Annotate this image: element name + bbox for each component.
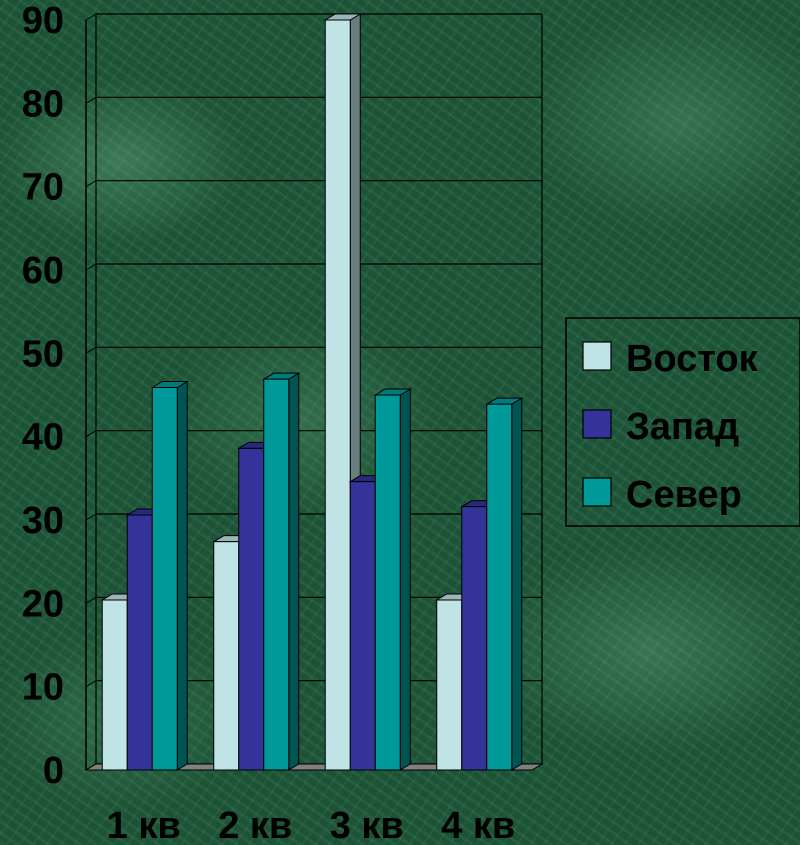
y-tick-label: 20 [22,583,64,625]
gridline-side [85,180,97,188]
y-tick-label: 30 [22,500,64,542]
legend-swatch [582,477,612,507]
bar-front [238,447,265,771]
x-tick-label: 2 кв [218,805,292,845]
bar [150,380,190,771]
bar [261,372,301,771]
x-tick-label: 3 кв [330,805,404,845]
gridline-side [85,263,97,271]
bar-side [511,397,523,771]
y-axis-ticks: 0 10 20 30 40 50 60 70 80 90 [22,0,64,792]
bar-front [126,514,153,771]
y-tick-label: 80 [22,83,64,125]
bar-front [436,599,463,771]
y-tick-label: 10 [22,667,64,709]
x-tick-label: 1 кв [107,805,181,845]
gridline-side [85,430,97,438]
y-tick-label: 40 [22,417,64,459]
y-tick-label: 50 [22,333,64,375]
y-tick-label: 60 [22,250,64,292]
bar-side [399,388,411,771]
bar-front [486,403,513,771]
gridline-side [85,346,97,354]
bars [100,13,524,771]
y-tick-label: 70 [22,167,64,209]
legend-label: Запад [626,406,739,448]
bar-front [374,394,401,771]
bar-front [263,378,290,771]
gridline-side [85,13,97,21]
bar-side [176,380,188,771]
bar-front [461,506,488,771]
bar-side [288,372,300,771]
legend-label: Восток [626,338,759,380]
legend-swatch [582,409,612,439]
gridline-side [85,596,97,604]
legend: Восток Запад Север [565,317,800,527]
bar-front [324,19,351,771]
gridline-side [85,96,97,104]
x-tick-label: 4 кв [441,805,515,845]
axes [84,14,544,771]
legend-swatch [582,341,612,371]
bar [484,397,524,771]
x-axis-ticks: 1 кв 2 кв 3 кв 4 кв [107,805,516,845]
bar-front [151,387,178,771]
y-tick-label: 0 [43,750,64,792]
gridline-side [85,680,97,688]
bar-front [349,481,376,771]
bar-front [101,599,128,771]
legend-label: Север [626,474,742,516]
legend-box [565,317,800,527]
y-tick-label: 90 [22,0,64,42]
bar [373,388,413,771]
gridline-side [85,513,97,521]
bar-front [213,541,240,771]
